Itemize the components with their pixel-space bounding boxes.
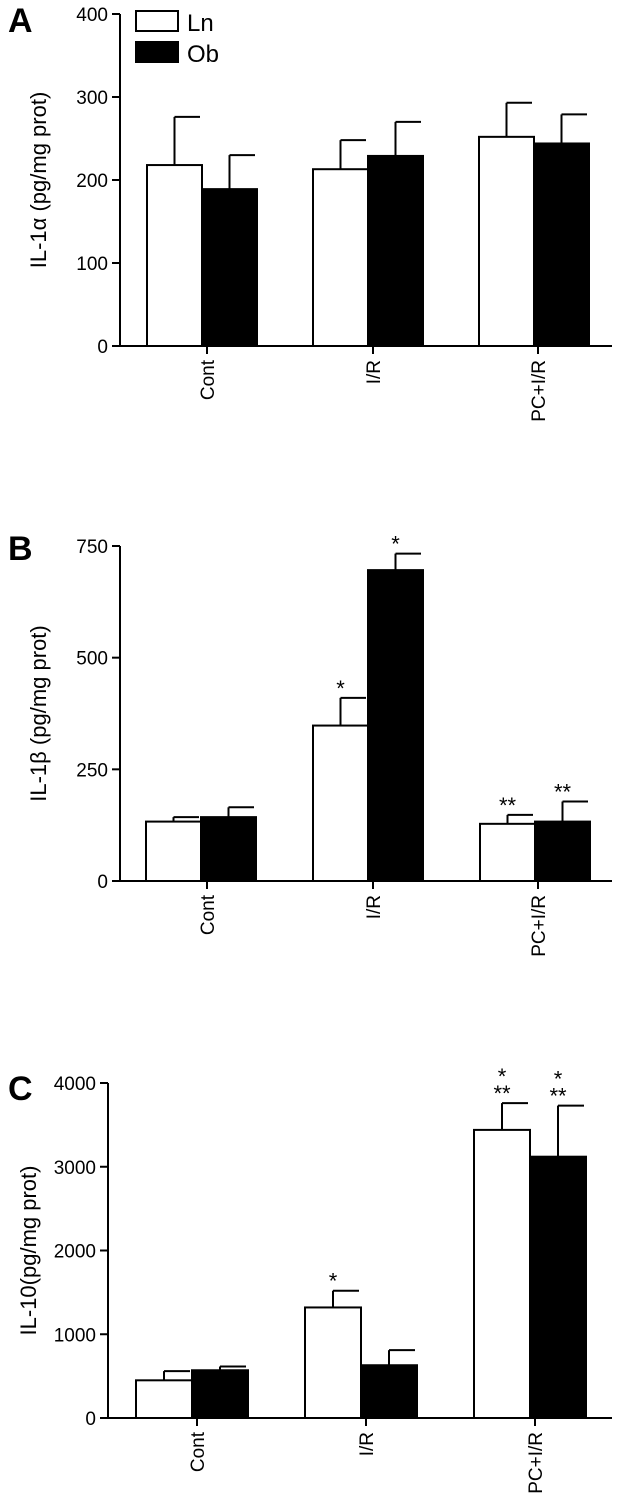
y-tick-label: 2000 [54,1242,96,1263]
x-tick-label: I/R [357,1432,378,1456]
panel-letter: A [8,2,33,40]
significance-mark: * [554,1067,563,1092]
y-tick-label: 3000 [54,1158,96,1179]
x-tick-label: Cont [198,894,219,935]
bar [304,1306,362,1419]
panel-letter: C [8,1070,33,1108]
significance-mark: * [329,1269,338,1294]
y-axis-label: IL-1α (pg/mg prot) [26,92,51,269]
bar [367,569,424,882]
x-tick-label: Cont [188,1431,209,1472]
x-tick-label: I/R [364,895,385,919]
y-tick-label: 200 [76,171,108,192]
bar [473,1128,531,1420]
bar [145,820,202,882]
significance-mark: ** [499,793,517,818]
bar [146,164,203,347]
bar [534,820,591,882]
x-tick-label: PC+I/R [526,1432,547,1494]
bar [191,1369,249,1419]
y-axis-label: IL-10(pg/mg prot) [16,1166,41,1336]
x-tick-label: PC+I/R [529,360,550,422]
bar [360,1364,418,1420]
legend-label: Ln [187,10,214,37]
legend-swatch [135,10,179,32]
bar [478,135,535,347]
bar [312,168,369,347]
y-tick-label: 400 [76,5,108,26]
y-tick-label: 100 [76,254,108,275]
bar [135,1379,193,1419]
y-tick-label: 750 [76,537,108,558]
significance-mark: ** [549,1084,567,1109]
panel-a: A IL-1α (pg/mg prot) 0 100 200 300 400 Cont I/R P… [8,2,612,422]
bar [479,822,536,882]
significance-mark: * [498,1064,507,1089]
y-tick-label: 4000 [54,1074,96,1095]
significance-mark: * [336,676,345,701]
y-tick-label: 300 [76,88,108,109]
panel-b: B IL-1β (pg/mg prot) 0 250 500 750 Cont I/R PC+I… [8,530,612,957]
panel-c: C IL-10(pg/mg prot) 0 1000 2000 3000 4000 Cont I… [8,1064,612,1494]
x-tick-label: PC+I/R [529,895,550,957]
x-tick-label: I/R [364,360,385,384]
bar [201,188,258,347]
y-tick-label: 0 [85,1409,96,1430]
bar [367,154,424,347]
x-tick-label: Cont [198,359,219,400]
y-tick-label: 1000 [54,1325,96,1346]
y-tick-label: 0 [97,337,108,358]
legend-label: Ob [187,41,219,68]
significance-mark: * [391,532,400,557]
legend: Ln Ob [135,10,219,68]
significance-mark: ** [493,1081,511,1106]
y-tick-label: 500 [76,649,108,670]
y-tick-label: 250 [76,760,108,781]
bar [533,142,590,347]
bar [529,1155,587,1419]
y-axis-label: IL-1β (pg/mg prot) [26,625,51,802]
significance-mark: ** [554,779,572,804]
y-tick-label: 0 [97,872,108,893]
bar [312,724,369,882]
bar [200,816,257,882]
panel-letter: B [8,530,33,568]
legend-swatch [135,41,179,63]
